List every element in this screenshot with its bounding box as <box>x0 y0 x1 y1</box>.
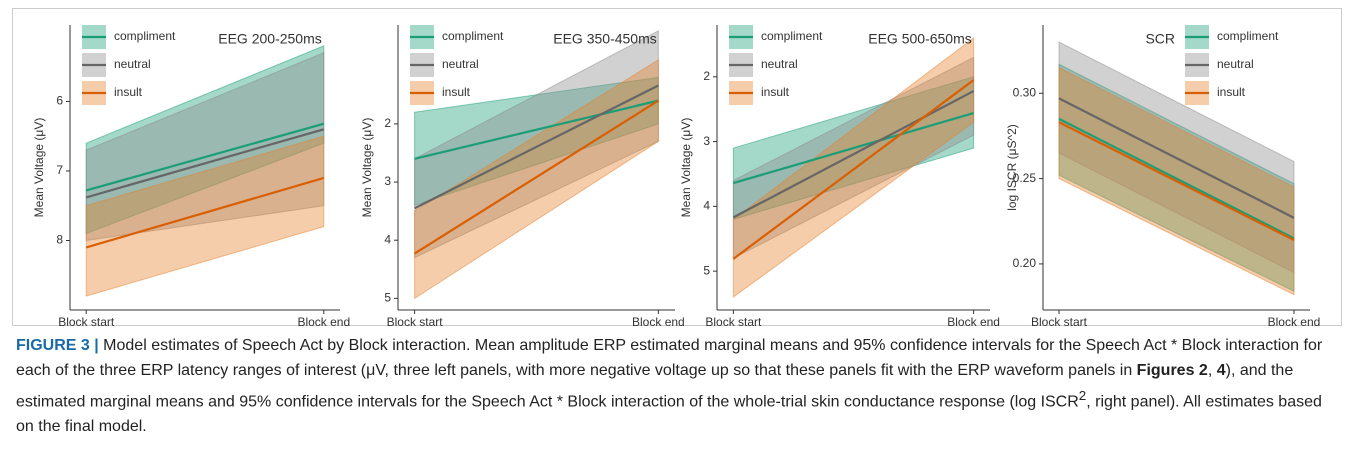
y-tick-label: 0.30 <box>1013 85 1037 99</box>
ci-band <box>414 58 659 300</box>
y-tick-label: 3 <box>384 174 391 188</box>
x-tick-label: Block end <box>947 315 1000 329</box>
caption-ref: 4 <box>1216 362 1226 379</box>
series-line <box>1058 117 1295 240</box>
legend-label: neutral <box>761 57 798 71</box>
y-tick-label: 8 <box>56 233 63 247</box>
ci-band <box>732 36 975 299</box>
legend-label: insult <box>442 85 471 99</box>
legend-label: insult <box>114 85 143 99</box>
x-tick-label: Block end <box>297 315 350 329</box>
y-tick-label: 4 <box>384 232 391 246</box>
chart-title: EEG 200-250ms <box>218 31 322 47</box>
legend-label: compliment <box>1217 29 1279 43</box>
series-line <box>85 122 325 192</box>
series-line <box>414 99 659 255</box>
y-tick-label: 0.25 <box>1013 171 1037 185</box>
y-tick-label: 5 <box>384 291 391 305</box>
caption-text: Model estimates of Speech Act by Block i… <box>16 337 1323 379</box>
y-tick-label: 3 <box>703 134 710 148</box>
series-line <box>414 84 659 210</box>
legend-label: insult <box>761 85 790 99</box>
series-line <box>1058 97 1295 219</box>
y-tick-label: 7 <box>56 163 63 177</box>
x-tick-label: Block end <box>632 315 685 329</box>
y-axis-label: Mean Voltage (μV) <box>679 118 693 218</box>
chart: 6 7 8 Block start Block end Mean Voltage (μV)… <box>32 25 1321 329</box>
legend-label: compliment <box>114 29 176 43</box>
series-line <box>85 128 325 199</box>
y-tick-label: 6 <box>56 94 63 108</box>
figure-frame <box>12 8 1342 326</box>
y-tick-label: 4 <box>703 199 710 213</box>
x-tick-label: Block start <box>387 315 444 329</box>
series-line <box>733 112 974 185</box>
series-line <box>732 79 975 260</box>
caption-text: , <box>1207 362 1217 379</box>
chart-title: SCR <box>1145 31 1175 47</box>
y-axis-label: Mean Voltage (μV) <box>32 118 46 218</box>
caption-text: ), and the estimated marginal means and … <box>16 362 1294 411</box>
y-tick-label: 2 <box>384 116 391 130</box>
y-tick-label: 0.20 <box>1013 256 1037 270</box>
y-tick-label: 2 <box>703 69 710 83</box>
legend-label: neutral <box>114 57 151 71</box>
legend-label: compliment <box>761 29 823 43</box>
x-tick-label: Block start <box>58 315 115 329</box>
series-line <box>414 99 659 160</box>
legend-label: neutral <box>1217 57 1254 71</box>
series-line <box>1058 121 1295 242</box>
x-tick-label: Block end <box>1268 315 1321 329</box>
chart-title: EEG 350-450ms <box>553 31 657 47</box>
legend-label: insult <box>1217 85 1246 99</box>
x-tick-label: Block start <box>1031 315 1088 329</box>
series-line <box>732 90 975 219</box>
legend-label: compliment <box>442 29 504 43</box>
x-tick-label: Block start <box>705 315 762 329</box>
series-line <box>85 176 325 249</box>
y-axis-label: Mean Voltage (μV) <box>360 118 374 218</box>
legend-label: neutral <box>442 57 479 71</box>
y-axis-label: log ISCR (μS^2) <box>1005 124 1019 211</box>
caption-text: , right panel). All estimates based on t… <box>16 393 1322 436</box>
caption: FIGURE 3 | Model estimates of Speech Act… <box>16 333 1341 439</box>
caption-label: FIGURE 3 | <box>16 337 99 354</box>
caption-ref: Figures 2 <box>1136 362 1208 379</box>
y-tick-label: 5 <box>703 263 710 277</box>
ci-band <box>85 135 325 297</box>
chart-title: EEG 500-650ms <box>868 31 972 47</box>
caption-sup: 2 <box>1078 388 1087 403</box>
